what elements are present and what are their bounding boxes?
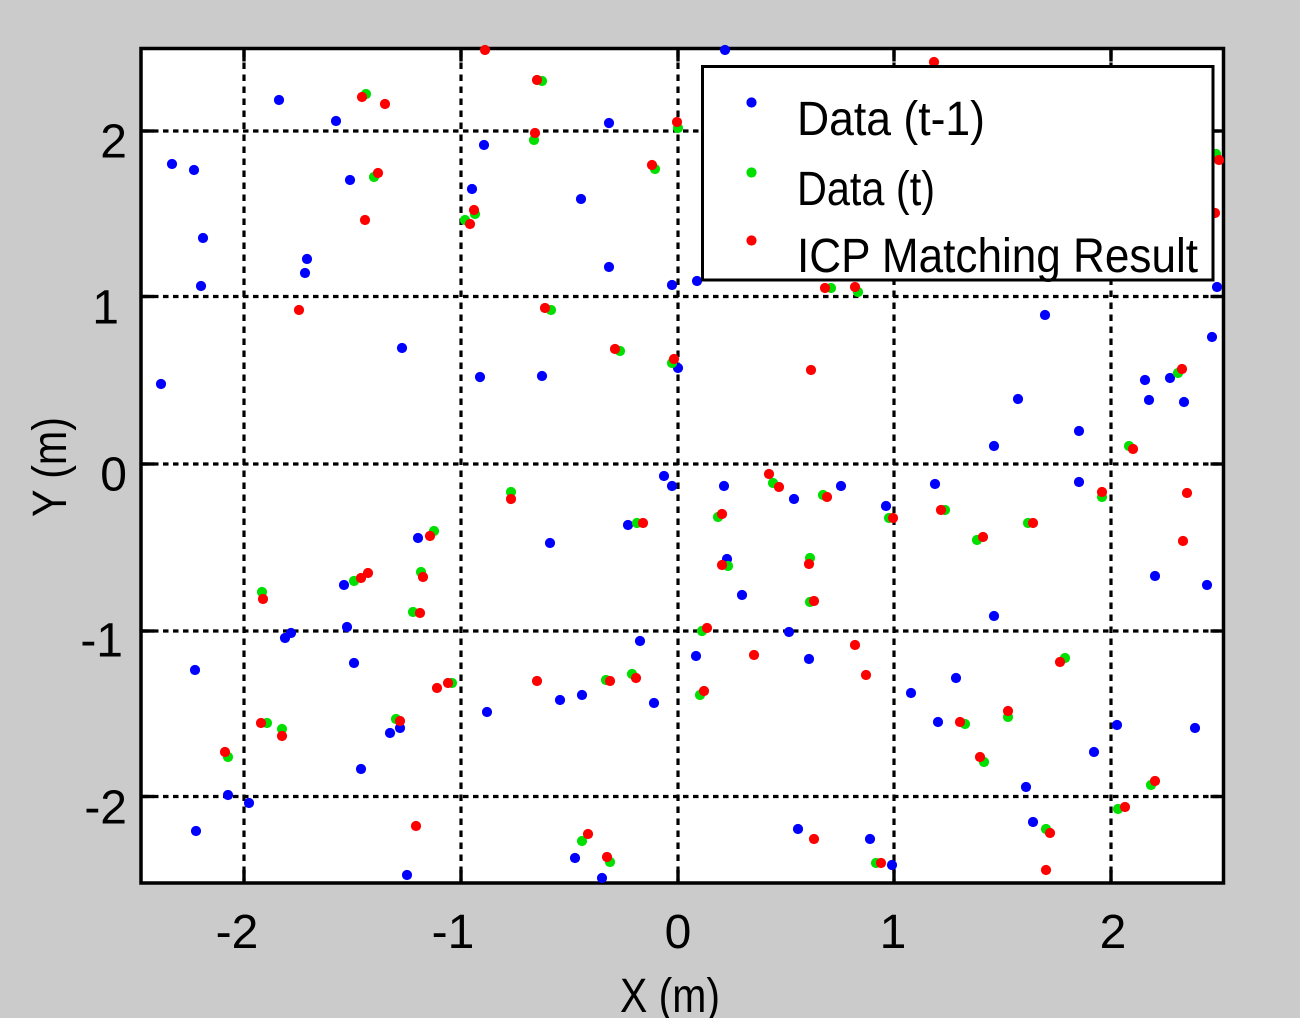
svg-text:2: 2 [1100,906,1127,959]
svg-text:-1: -1 [80,615,123,668]
svg-text:-1: -1 [432,906,475,959]
svg-text:Y (m): Y (m) [24,417,77,517]
svg-text:1: 1 [880,906,907,959]
svg-text:0: 0 [665,906,692,959]
svg-text:1: 1 [92,282,119,335]
svg-text:Data (t-1): Data (t-1) [797,93,985,146]
svg-text:-2: -2 [216,906,259,959]
svg-text:0: 0 [100,449,127,502]
svg-text:-2: -2 [84,782,127,835]
svg-text:Data (t): Data (t) [797,163,935,216]
svg-text:X (m): X (m) [620,970,720,1018]
svg-text:ICP Matching Result: ICP Matching Result [797,230,1198,283]
svg-text:2: 2 [100,116,127,169]
